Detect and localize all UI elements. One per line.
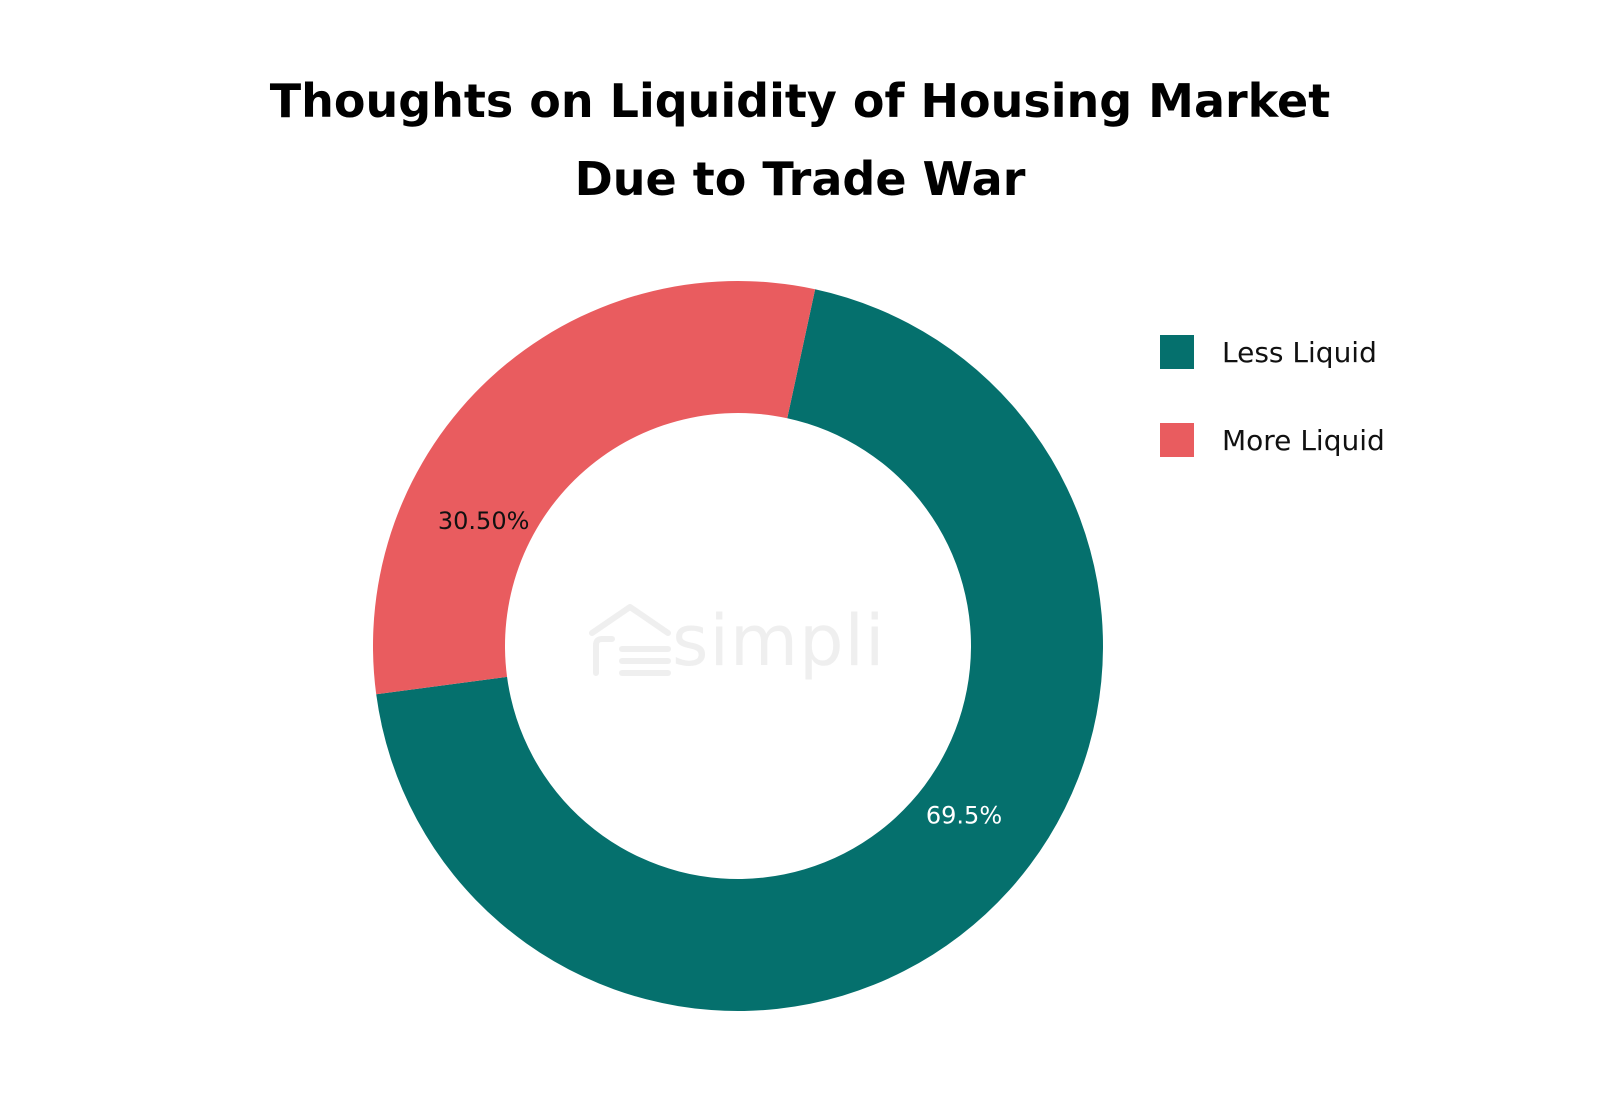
legend-item-more-liquid: More Liquid — [1160, 423, 1385, 457]
chart-legend: Less Liquid More Liquid — [1160, 335, 1385, 511]
watermark-text: simpli — [672, 600, 886, 682]
legend-swatch-more-liquid — [1160, 423, 1194, 457]
legend-label-less-liquid: Less Liquid — [1222, 335, 1377, 369]
legend-item-less-liquid: Less Liquid — [1160, 335, 1385, 369]
watermark: simpli — [588, 600, 885, 682]
chart-title-line-1: Thoughts on Liquidity of Housing Market — [269, 74, 1331, 128]
data-label-more-liquid: 30.50% — [438, 507, 530, 535]
legend-swatch-less-liquid — [1160, 335, 1194, 369]
house-logo-icon — [589, 604, 671, 676]
legend-label-more-liquid: More Liquid — [1222, 423, 1385, 457]
slice-less-liquid — [376, 289, 1104, 1012]
data-label-less-liquid: 69.5% — [926, 801, 1002, 829]
slice-more-liquid — [373, 281, 816, 695]
chart-title-line-2: Due to Trade War — [574, 152, 1026, 206]
chart-title: Thoughts on Liquidity of Housing Market … — [0, 62, 1600, 218]
